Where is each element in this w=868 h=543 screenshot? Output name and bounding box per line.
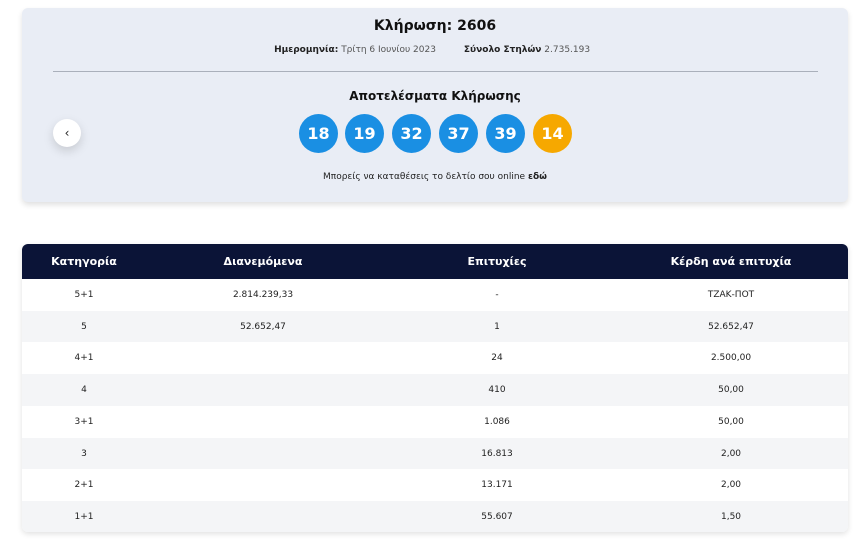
- table-cell: 50,00: [718, 416, 744, 427]
- number-ball: 32: [392, 114, 431, 153]
- table-cell: 1,50: [720, 511, 742, 522]
- joker-ball: 14: [533, 114, 572, 153]
- table-cell: 4+1: [74, 353, 94, 364]
- table-cell: -: [495, 290, 499, 300]
- divider: [53, 71, 818, 72]
- table-row: 2+1 13.171 2,00: [22, 469, 848, 502]
- table-row: 3 16.813 2,00: [22, 437, 848, 470]
- draw-columns: Σύνολο Στηλών 2.735.193: [464, 45, 590, 55]
- date-value: Τρίτη 6 Ιουνίου 2023: [341, 45, 436, 55]
- table-row: 5 52.652,47 1 52.652,47: [22, 310, 848, 343]
- table-cell: 3: [81, 448, 87, 459]
- table-row: 5+1 2.814.239,33 - ΤΖΑΚ-ΠΟΤ: [22, 279, 848, 311]
- table-cell: 55.607: [481, 511, 513, 522]
- table-cell: 13.171: [481, 480, 513, 491]
- table-cell: 2,00: [720, 448, 742, 459]
- column-header: Κέρδη ανά επιτυχία: [670, 255, 792, 268]
- column-header: Επιτυχίες: [467, 255, 527, 268]
- table-cell: 2,00: [720, 480, 742, 491]
- table-row: 1+1 55.607 1,50: [22, 500, 848, 532]
- note-link[interactable]: εδώ: [527, 172, 547, 182]
- table-header: Κατηγορία Διανεμόμενα Επιτυχίες Κέρδη ανά ε…: [22, 244, 848, 279]
- draw-title: Κλήρωση: 2606: [373, 18, 497, 34]
- draw-card: [22, 8, 848, 202]
- table-cell: 4: [81, 385, 87, 396]
- table-cell: 410: [488, 385, 506, 396]
- date-label: Ημερομηνία:: [274, 45, 339, 55]
- draw-date: Ημερομηνία: Τρίτη 6 Ιουνίου 2023: [274, 45, 436, 55]
- number-ball: 39: [486, 114, 525, 153]
- table-row: 4 410 50,00: [22, 374, 848, 407]
- table-cell: 2+1: [74, 480, 94, 491]
- number-ball: 18: [299, 114, 338, 153]
- columns-label: Σύνολο Στηλών: [463, 45, 542, 55]
- table-cell: 1.086: [484, 416, 510, 427]
- table-cell: ΤΖΑΚ-ΠΟΤ: [707, 290, 755, 300]
- table-cell: 52.652,47: [708, 321, 754, 332]
- back-button[interactable]: ‹: [53, 119, 81, 147]
- table-row: 3+1 1.086 50,00: [22, 405, 848, 438]
- column-header: Κατηγορία: [51, 255, 117, 268]
- results-table: Κατηγορία Διανεμόμενα Επιτυχίες Κέρδη ανά ε…: [22, 244, 848, 532]
- table-cell: 50,00: [718, 385, 744, 396]
- results-title: Αποτελέσματα Κλήρωσης: [349, 89, 521, 103]
- table-cell: 1+1: [74, 511, 94, 522]
- table-cell: 24: [491, 353, 503, 364]
- table-cell: 1: [494, 321, 500, 332]
- note-text: Μπορείς να καταθέσεις το δελτίο σου onli…: [323, 172, 526, 182]
- table-cell: 3+1: [74, 416, 94, 427]
- note: Μπορείς να καταθέσεις το δελτίο σου onli…: [323, 172, 547, 182]
- table-cell: 5: [81, 321, 87, 332]
- table-cell: 2.500,00: [710, 353, 752, 364]
- columns-value: 2.735.193: [544, 45, 591, 55]
- table-cell: 16.813: [481, 448, 513, 459]
- table-cell: 5+1: [74, 290, 94, 300]
- number-ball: 37: [439, 114, 478, 153]
- number-ball: 19: [345, 114, 384, 153]
- column-header: Διανεμόμενα: [223, 255, 303, 268]
- table-cell: 2.814.239,33: [232, 290, 294, 300]
- table-cell: 52.652,47: [240, 321, 286, 332]
- table-row: 4+1 24 2.500,00: [22, 342, 848, 375]
